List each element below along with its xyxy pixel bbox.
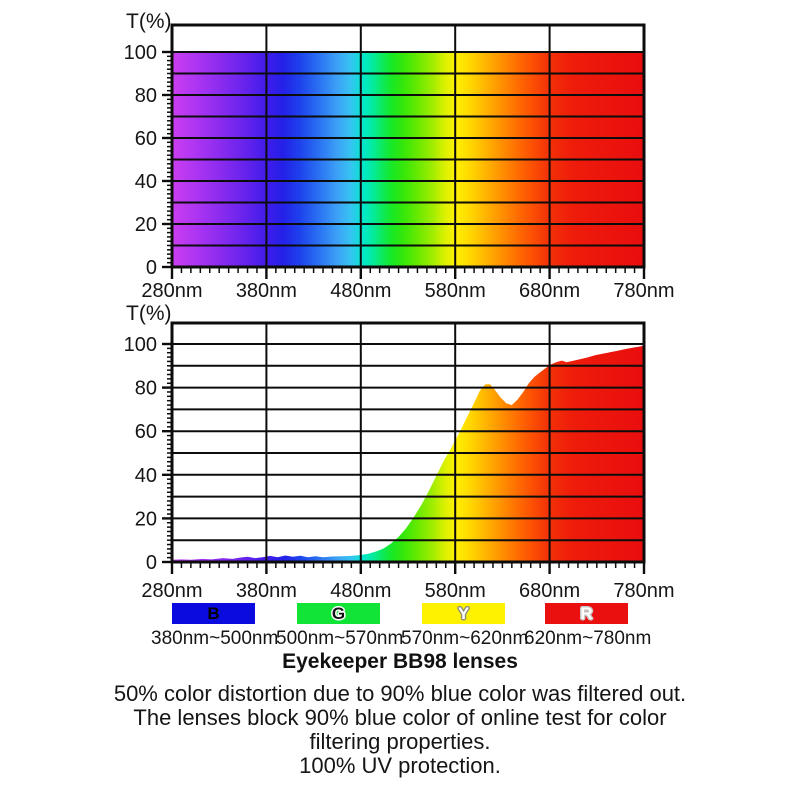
svg-text:580nm: 580nm (425, 280, 486, 302)
caption-line-1: 50% color distortion due to 90% blue col… (113, 681, 687, 706)
svg-text:100: 100 (124, 334, 157, 356)
legend-item-B: B 380nm~500nm (151, 603, 279, 650)
svg-text:40: 40 (135, 465, 157, 487)
legend-range-R: 620nm~780nm (524, 628, 652, 649)
legend-color-box-B: B (172, 603, 255, 624)
legend-range-Y: 570nm~620nm (401, 628, 529, 649)
y-axis-title: T(%) (126, 10, 172, 33)
y-axis-title: T(%) (126, 302, 172, 325)
legend-letter-R: R (580, 604, 593, 623)
svg-text:480nm: 480nm (330, 580, 391, 602)
legend-item-R: R 620nm~780nm (524, 603, 652, 650)
legend-item-G: G 500nm~570nm (276, 603, 404, 650)
svg-text:80: 80 (135, 85, 157, 107)
svg-text:0: 0 (146, 257, 157, 279)
svg-text:0: 0 (146, 552, 157, 574)
svg-text:60: 60 (135, 421, 157, 443)
svg-text:20: 20 (135, 508, 157, 530)
figure-title: Eyekeeper BB98 lenses (282, 650, 518, 673)
svg-text:80: 80 (135, 378, 157, 400)
svg-text:680nm: 680nm (519, 280, 580, 302)
svg-text:380nm: 380nm (236, 580, 297, 602)
svg-text:480nm: 480nm (330, 280, 391, 302)
svg-text:20: 20 (135, 214, 157, 236)
legend-letter-Y: Y (457, 604, 470, 623)
svg-text:680nm: 680nm (519, 580, 580, 602)
caption-line-2: The lenses block 90% blue color of onlin… (133, 705, 667, 730)
svg-text:60: 60 (135, 128, 157, 150)
svg-text:580nm: 580nm (425, 580, 486, 602)
caption-line-4: 100% UV protection. (299, 753, 501, 778)
legend-color-box-R: R (545, 603, 628, 624)
legend-range-G: 500nm~570nm (276, 628, 404, 649)
svg-text:280nm: 280nm (141, 580, 202, 602)
legend-color-box-G: G (297, 603, 380, 624)
svg-text:100: 100 (124, 42, 157, 64)
legend-letter-G: G (331, 604, 346, 623)
svg-text:280nm: 280nm (141, 280, 202, 302)
svg-text:380nm: 380nm (236, 280, 297, 302)
figure-captions: 50% color distortion due to 90% blue col… (0, 682, 800, 778)
svg-text:780nm: 780nm (613, 280, 674, 302)
legend-item-Y: Y 570nm~620nm (401, 603, 529, 650)
svg-text:780nm: 780nm (613, 580, 674, 602)
caption-line-3: filtering properties. (309, 729, 491, 754)
legend-letter-B: B (207, 604, 220, 623)
svg-text:40: 40 (135, 171, 157, 193)
legend-range-B: 380nm~500nm (151, 628, 279, 649)
legend-color-box-Y: Y (422, 603, 505, 624)
